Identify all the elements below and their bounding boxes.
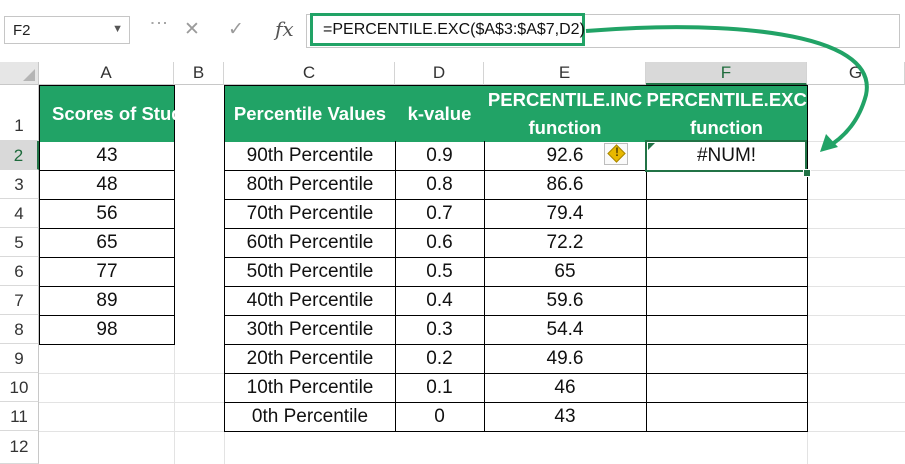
row-header-9[interactable]: 9 bbox=[0, 344, 39, 373]
percentile-label-cell[interactable]: 10th Percentile bbox=[224, 373, 396, 403]
percentile-exc-cell[interactable] bbox=[646, 170, 808, 200]
gridline bbox=[807, 141, 905, 142]
percentile-inc-cell[interactable]: 59.6 bbox=[484, 286, 647, 316]
active-cell-border bbox=[645, 140, 807, 172]
column-header-b[interactable]: B bbox=[174, 62, 224, 85]
percentile-label-cell[interactable]: 80th Percentile bbox=[224, 170, 396, 200]
column-header-f[interactable]: F bbox=[646, 62, 807, 85]
column-header-g[interactable]: G bbox=[807, 62, 905, 85]
fill-handle[interactable] bbox=[803, 169, 811, 177]
enter-icon[interactable]: ✓ bbox=[228, 19, 244, 40]
percentile-label-cell[interactable]: 40th Percentile bbox=[224, 286, 396, 316]
gridline bbox=[807, 344, 905, 345]
select-all-button[interactable] bbox=[0, 62, 39, 85]
score-cell[interactable]: 43 bbox=[39, 141, 175, 171]
k-value-cell[interactable]: 0.3 bbox=[395, 315, 485, 345]
percentile-exc-header-label: PERCENTILE.EXC function bbox=[646, 89, 807, 138]
percentile-exc-cell[interactable] bbox=[646, 373, 808, 403]
k-value-cell[interactable]: 0.8 bbox=[395, 170, 485, 200]
gridline bbox=[807, 199, 905, 200]
percentile-exc-cell[interactable] bbox=[646, 402, 808, 432]
gridline bbox=[39, 373, 224, 374]
percentile-inc-cell[interactable]: 65 bbox=[484, 257, 647, 287]
percentile-exc-cell[interactable] bbox=[646, 228, 808, 258]
scores-header-label: Scores of Students bbox=[52, 103, 221, 124]
row-header-4[interactable]: 4 bbox=[0, 199, 39, 228]
row-header-3[interactable]: 3 bbox=[0, 170, 39, 199]
percentile-inc-header-label: PERCENTILE.INC function bbox=[487, 89, 643, 138]
score-cell[interactable]: 48 bbox=[39, 170, 175, 200]
column-header-a[interactable]: A bbox=[39, 62, 174, 85]
k-value-header[interactable]: k-value bbox=[395, 85, 485, 142]
row-header-7[interactable]: 7 bbox=[0, 286, 39, 315]
formula-text: =PERCENTILE.EXC($A$3:$A$7,D2) bbox=[323, 21, 585, 38]
gridline bbox=[807, 373, 905, 374]
percentile-exc-header[interactable]: PERCENTILE.EXC function bbox=[646, 85, 808, 142]
percentile-label-cell[interactable]: 90th Percentile bbox=[224, 141, 396, 171]
score-cell[interactable]: 77 bbox=[39, 257, 175, 287]
error-indicator-icon bbox=[648, 143, 655, 150]
percentile-exc-cell[interactable] bbox=[646, 344, 808, 374]
gridline bbox=[807, 315, 905, 316]
gridline bbox=[807, 257, 905, 258]
gridline bbox=[807, 402, 905, 403]
percentile-inc-cell[interactable]: 79.4 bbox=[484, 199, 647, 229]
percentile-label-cell[interactable]: 70th Percentile bbox=[224, 199, 396, 229]
percentile-inc-cell[interactable]: 46 bbox=[484, 373, 647, 403]
k-value-cell[interactable]: 0.1 bbox=[395, 373, 485, 403]
percentile-inc-header[interactable]: PERCENTILE.INC function bbox=[484, 85, 647, 142]
row-header-12[interactable]: 12 bbox=[0, 431, 39, 464]
gridline bbox=[39, 402, 224, 403]
score-cell[interactable]: 89 bbox=[39, 286, 175, 316]
name-box-value: F2 bbox=[13, 22, 31, 39]
k-value-cell[interactable]: 0.2 bbox=[395, 344, 485, 374]
percentile-exc-cell[interactable] bbox=[646, 315, 808, 345]
percentile-label-cell[interactable]: 50th Percentile bbox=[224, 257, 396, 287]
score-cell[interactable]: 65 bbox=[39, 228, 175, 258]
row-header-5[interactable]: 5 bbox=[0, 228, 39, 257]
percentile-exc-cell[interactable] bbox=[646, 257, 808, 287]
column-header-c[interactable]: C bbox=[224, 62, 395, 85]
more-options-icon[interactable]: ⋮ bbox=[149, 14, 169, 31]
row-header-10[interactable]: 10 bbox=[0, 373, 39, 402]
row-header-1[interactable]: 1 bbox=[0, 85, 39, 141]
column-header-d[interactable]: D bbox=[395, 62, 484, 85]
row-header-11[interactable]: 11 bbox=[0, 402, 39, 431]
percentile-label-cell[interactable]: 30th Percentile bbox=[224, 315, 396, 345]
percentile-inc-cell[interactable]: 86.6 bbox=[484, 170, 647, 200]
k-value-cell[interactable]: 0.7 bbox=[395, 199, 485, 229]
percentile-inc-cell[interactable]: 49.6 bbox=[484, 344, 647, 374]
percentile-inc-cell[interactable]: 43 bbox=[484, 402, 647, 432]
gridline bbox=[807, 286, 905, 287]
percentile-inc-cell[interactable]: 72.2 bbox=[484, 228, 647, 258]
formula-highlight[interactable]: =PERCENTILE.EXC($A$3:$A$7,D2) bbox=[310, 13, 585, 46]
scores-header[interactable]: Scores of Students bbox=[39, 85, 221, 142]
row-header-6[interactable]: 6 bbox=[0, 257, 39, 286]
k-value-cell[interactable]: 0.4 bbox=[395, 286, 485, 316]
row-header-8[interactable]: 8 bbox=[0, 315, 39, 344]
score-cell[interactable]: 98 bbox=[39, 315, 175, 345]
gridline bbox=[807, 170, 905, 171]
k-value-cell[interactable]: 0.9 bbox=[395, 141, 485, 171]
formula-bar: F2 ▼ ⋮ ✕ ✓ fx =PERCENTILE.EXC($A$3:$A$7,… bbox=[0, 0, 905, 62]
cancel-icon[interactable]: ✕ bbox=[184, 19, 200, 40]
row-header-2[interactable]: 2 bbox=[0, 141, 39, 170]
percentile-exc-cell[interactable] bbox=[646, 286, 808, 316]
percentile-values-header[interactable]: Percentile Values bbox=[224, 85, 396, 142]
percentile-exc-cell[interactable] bbox=[646, 199, 808, 229]
insert-function-icon[interactable]: fx bbox=[275, 17, 294, 41]
score-cell[interactable]: 56 bbox=[39, 199, 175, 229]
gridline bbox=[807, 228, 905, 229]
percentile-label-cell[interactable]: 20th Percentile bbox=[224, 344, 396, 374]
percentile-label-cell[interactable]: 0th Percentile bbox=[224, 402, 396, 432]
k-value-cell[interactable]: 0.5 bbox=[395, 257, 485, 287]
chevron-down-icon[interactable]: ▼ bbox=[112, 23, 123, 35]
k-value-cell[interactable]: 0 bbox=[395, 402, 485, 432]
k-value-cell[interactable]: 0.6 bbox=[395, 228, 485, 258]
percentile-inc-cell[interactable]: 54.4 bbox=[484, 315, 647, 345]
name-box[interactable]: F2 ▼ bbox=[4, 16, 130, 44]
percentile-label-cell[interactable]: 60th Percentile bbox=[224, 228, 396, 258]
warning-icon[interactable]: ! bbox=[604, 143, 628, 165]
column-header-e[interactable]: E bbox=[484, 62, 646, 85]
